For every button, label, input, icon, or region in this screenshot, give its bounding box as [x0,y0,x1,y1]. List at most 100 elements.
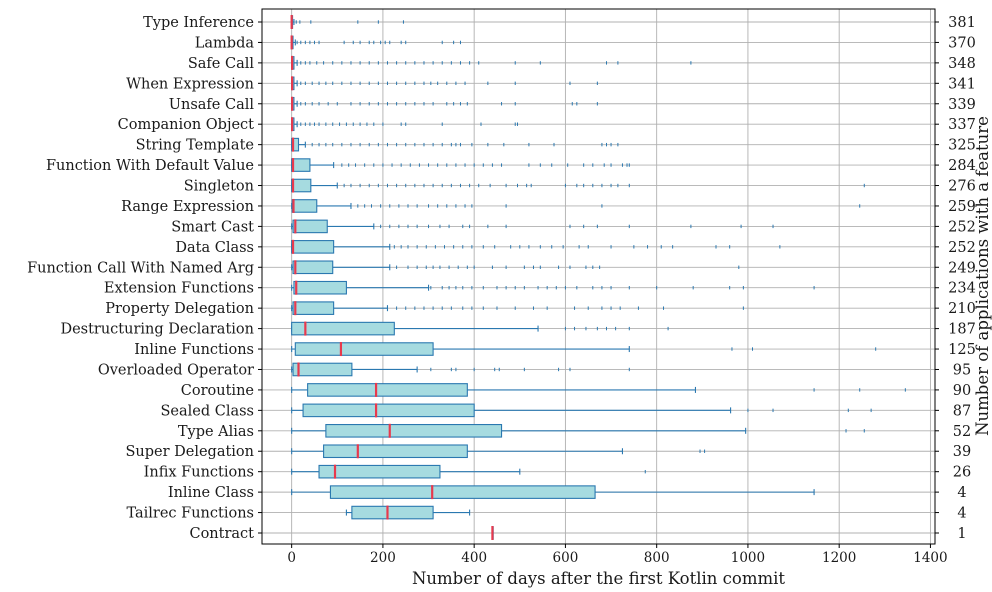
iqr-box [318,464,441,479]
box-plot-row [291,280,815,295]
count-label: 4 [957,485,966,501]
category-label: Coroutine [181,383,254,399]
category-label: Tailrec Functions [126,506,254,522]
box-plot-row [291,219,774,234]
x-tick-label: 1000 [731,550,765,566]
category-label: Type Alias [178,424,254,440]
iqr-box [292,301,335,315]
category-label: When Expression [126,76,254,92]
count-label: 1 [957,526,966,542]
box-plot-row [291,76,598,91]
box-plot-row [291,382,906,397]
iqr-box [294,342,434,356]
category-label: Safe Call [188,56,255,72]
count-label: 125 [948,342,976,358]
box-plot-row [291,260,740,275]
box-plot-row [291,239,781,254]
grid-lines [262,9,935,544]
category-label: Inline Functions [134,342,254,358]
iqr-box [307,383,468,397]
category-label: Function Call With Named Arg [27,260,254,276]
category-label: Lambda [195,35,255,51]
count-label: 325 [948,138,976,154]
x-tick-label: 200 [370,550,396,566]
right-axis-title: Number of applications with a feature [973,116,992,436]
category-label: Range Expression [121,199,254,215]
category-label: Infix Functions [144,465,254,481]
count-label: 249 [948,260,976,276]
count-label: 337 [948,117,976,133]
box-plot-row [291,485,815,500]
category-label: String Template [136,138,254,154]
count-label: 87 [953,403,971,419]
iqr-box [291,199,318,213]
plot-frame [261,8,936,545]
x-axis-title: Number of days after the first Kotlin co… [412,569,785,588]
category-label: Destructuring Declaration [60,322,254,338]
count-label: 381 [948,15,976,31]
category-labels: Type Inference Lambda Safe Call When Expres… [27,15,262,542]
x-axis-ticks: 0 200 400 600 800 1000 1200 1400 [287,544,948,566]
category-label: Singleton [184,179,254,195]
iqr-box [293,280,347,295]
count-label: 370 [948,35,976,51]
count-label: 26 [953,465,971,481]
iqr-box [292,219,328,234]
x-tick-label: 1200 [822,550,856,566]
box-plot-row [291,158,630,173]
x-tick-label: 400 [461,550,487,566]
count-label: 95 [953,362,971,378]
box-plot-row [291,403,872,418]
category-label: Function With Default Value [46,158,254,174]
box-plot-row [291,464,646,479]
category-label: Property Delegation [105,301,254,317]
category-label: Inline Class [168,485,254,501]
x-tick-label: 1400 [913,550,947,566]
iqr-box [291,178,312,193]
box-plot-row [291,321,669,336]
iqr-box [323,444,468,459]
x-tick-label: 800 [644,550,670,566]
category-label: Sealed Class [160,403,254,419]
count-label: 252 [948,240,976,256]
count-label: 348 [948,56,976,72]
iqr-box [292,260,334,275]
box-plot-row [291,444,706,459]
count-label: 284 [948,158,976,174]
x-tick-label: 600 [553,550,579,566]
box-plot-row [291,362,630,377]
iqr-box [291,137,300,152]
count-label: 276 [948,179,976,195]
category-label: Unsafe Call [169,97,255,113]
box-plot-row [290,15,404,29]
iqr-box [292,362,353,377]
iqr-box [351,505,434,520]
iqr-box [291,321,395,336]
iqr-box [325,423,503,438]
count-label: 52 [953,424,971,440]
category-label: Super Delegation [125,444,254,460]
box-plot-row [345,505,471,520]
box-plot-row [291,342,877,357]
count-label: 4 [957,506,966,522]
count-label: 210 [948,301,976,317]
box-plot-row [491,526,494,540]
iqr-box [291,158,311,172]
box-plot-row [291,178,865,193]
category-label: Overloaded Operator [98,362,254,378]
category-label: Extension Functions [104,281,254,297]
count-label: 259 [948,199,976,215]
box-series [290,15,906,540]
iqr-box [291,240,335,254]
box-plot-row [290,35,461,50]
category-label: Smart Cast [171,219,254,235]
x-tick-label: 0 [287,550,296,566]
box-plot-row [291,198,861,213]
category-label: Contract [189,526,254,542]
box-plot-row [291,423,865,438]
count-label: 187 [948,322,976,338]
count-label: 90 [953,383,971,399]
count-label: 339 [948,97,976,113]
box-plot-row [291,301,744,316]
